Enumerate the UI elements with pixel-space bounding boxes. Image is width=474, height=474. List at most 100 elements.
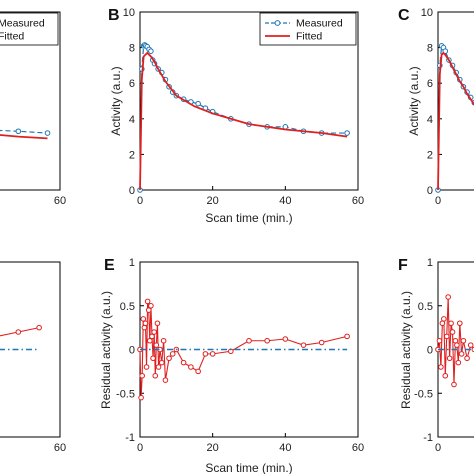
panel-c-ytick-label: 6 — [427, 78, 433, 90]
panel-e-data-point — [195, 368, 201, 375]
panel-e-data-point — [160, 337, 167, 344]
panel-e-data-point — [144, 298, 151, 305]
panel-f-data-point — [464, 355, 470, 362]
panel-f-data-point — [458, 351, 465, 357]
panel-e-xtick-label: 40 — [279, 442, 291, 454]
panel-d-axes-box — [0, 261, 61, 438]
panel-e-data-point — [209, 351, 216, 357]
panel-d-data-point — [15, 329, 22, 335]
panel-c-letter: C — [398, 7, 410, 24]
panel-e-data-point — [188, 364, 194, 370]
panel-e-data-point — [155, 364, 162, 370]
panel-b-legend-label: Measured — [296, 18, 343, 30]
panel-b-legend-box — [259, 12, 357, 46]
panel-e-data-point — [140, 316, 147, 322]
panel-b-xtick-label: 0 — [137, 195, 143, 207]
panel-e-data-point — [162, 377, 169, 383]
panel-a-legend-box — [0, 12, 59, 46]
panel-e-xtick-label: 20 — [207, 442, 219, 454]
panel-b-ytick-label: 2 — [129, 149, 135, 161]
panel-c-series-fitted-line — [437, 51, 474, 191]
panel-b-axes-box — [139, 11, 359, 191]
panel-e-ytick-label: 0.5 — [120, 301, 135, 313]
panel-c-ytick-label: 0 — [427, 185, 433, 197]
panel-e-data-point — [153, 342, 160, 348]
panel-e-data-point — [282, 336, 289, 342]
panel-e-data-point — [141, 324, 148, 331]
panel-b-legend-label: Fitted — [296, 31, 322, 43]
panel-e: 0 20 40 60 -1 -0.5 0 0.5 1 E Residual activity (a.… — [99, 257, 364, 474]
panel-a-axes-box — [0, 11, 61, 191]
panel-c-ytick-label: 4 — [427, 114, 433, 126]
panel-a-xtick-label: 60 — [54, 195, 66, 207]
panel-f-data-point — [451, 381, 457, 388]
panel-e-data-point — [169, 351, 176, 357]
panel-e-ylabel: Residual activity (a.u.) — [99, 291, 113, 409]
panel-f-data-point — [436, 337, 443, 344]
panel-e-data-point — [150, 355, 156, 362]
panel-a-legend-label: Fitted — [0, 31, 24, 43]
panel-c-ytick-label: 2 — [427, 149, 433, 161]
panel-e-xtick-label: 0 — [137, 442, 143, 454]
panel-f-data-point — [442, 372, 449, 379]
panel-e-data-point — [145, 307, 152, 313]
panel-d: 60 — [0, 261, 66, 454]
panel-f-plot-area — [435, 294, 474, 388]
panel-e-ytick-label: -0.5 — [116, 388, 135, 400]
panel-f-data-point — [457, 320, 463, 327]
panel-e-letter: E — [104, 257, 115, 274]
panel-e-data-point — [264, 337, 270, 344]
panel-f-ytick-label: 1 — [427, 257, 433, 269]
panel-f-data-point — [460, 337, 467, 344]
panel-d-xtick-label: 60 — [54, 442, 66, 454]
panel-e-ytick-label: 0 — [129, 345, 135, 357]
panel-e-data-point — [138, 394, 144, 401]
panel-a-series-measured-line — [0, 129, 48, 134]
panel-e-data-point — [148, 302, 154, 309]
panel-e-data-point — [246, 337, 252, 344]
panel-e-data-point — [151, 329, 157, 335]
panel-b-ylabel: Activity (a.u.) — [109, 66, 123, 135]
panel-f-letter: F — [398, 257, 408, 274]
panel-a-data-point — [15, 128, 22, 135]
panel-c-ytick-label: 8 — [427, 43, 433, 55]
panel-f-data-point — [455, 359, 462, 366]
panel-f-ytick-label: -0.5 — [414, 388, 433, 400]
panel-b-letter: B — [108, 7, 120, 24]
panel-e-data-point — [152, 372, 159, 379]
panel-e-data-point — [159, 359, 165, 366]
panel-f-ylabel: Residual activity (a.u.) — [399, 291, 413, 409]
panel-a-plot-area — [0, 128, 51, 140]
panel-e-data-point — [318, 339, 325, 346]
panel-b-xtick-label: 20 — [207, 195, 219, 207]
panel-e-ytick-label: -1 — [125, 432, 135, 444]
panel-c-plot-area — [435, 43, 474, 193]
panel-c-ytick-label: 10 — [421, 7, 433, 19]
panel-c-series-measured-line — [437, 44, 474, 191]
panel-b-ytick-label: 6 — [129, 78, 135, 90]
panel-a-legend-label: Measured — [0, 18, 45, 30]
panel-c-ylabel: Activity (a.u.) — [407, 66, 421, 135]
panel-f-ytick-label: -1 — [423, 432, 433, 444]
panel-f-ytick-label: 0 — [427, 345, 433, 357]
panel-d-data-point — [36, 324, 42, 331]
panel-f-data-point — [454, 342, 460, 348]
panel-a-data-point — [44, 130, 51, 136]
panel-d-plot-area — [0, 324, 42, 351]
panel-b-data-point — [195, 100, 201, 107]
panel-e-data-point — [180, 359, 187, 366]
panel-b-legend-marker — [274, 20, 281, 26]
panel-e-xlabel: Scan time (min.) — [205, 461, 292, 474]
panel-f-data-point — [445, 294, 451, 300]
panel-c-xtick-label: 0 — [435, 195, 441, 207]
panel-f-xtick-label: 0 — [435, 442, 441, 454]
panel-e-data-point — [139, 372, 145, 379]
panel-f-data-point — [443, 333, 450, 340]
panel-b-data-point — [344, 130, 350, 136]
panel-e-data-point — [202, 351, 209, 357]
panel-b-xtick-label: 40 — [279, 195, 291, 207]
panel-e-data-point — [344, 333, 350, 340]
